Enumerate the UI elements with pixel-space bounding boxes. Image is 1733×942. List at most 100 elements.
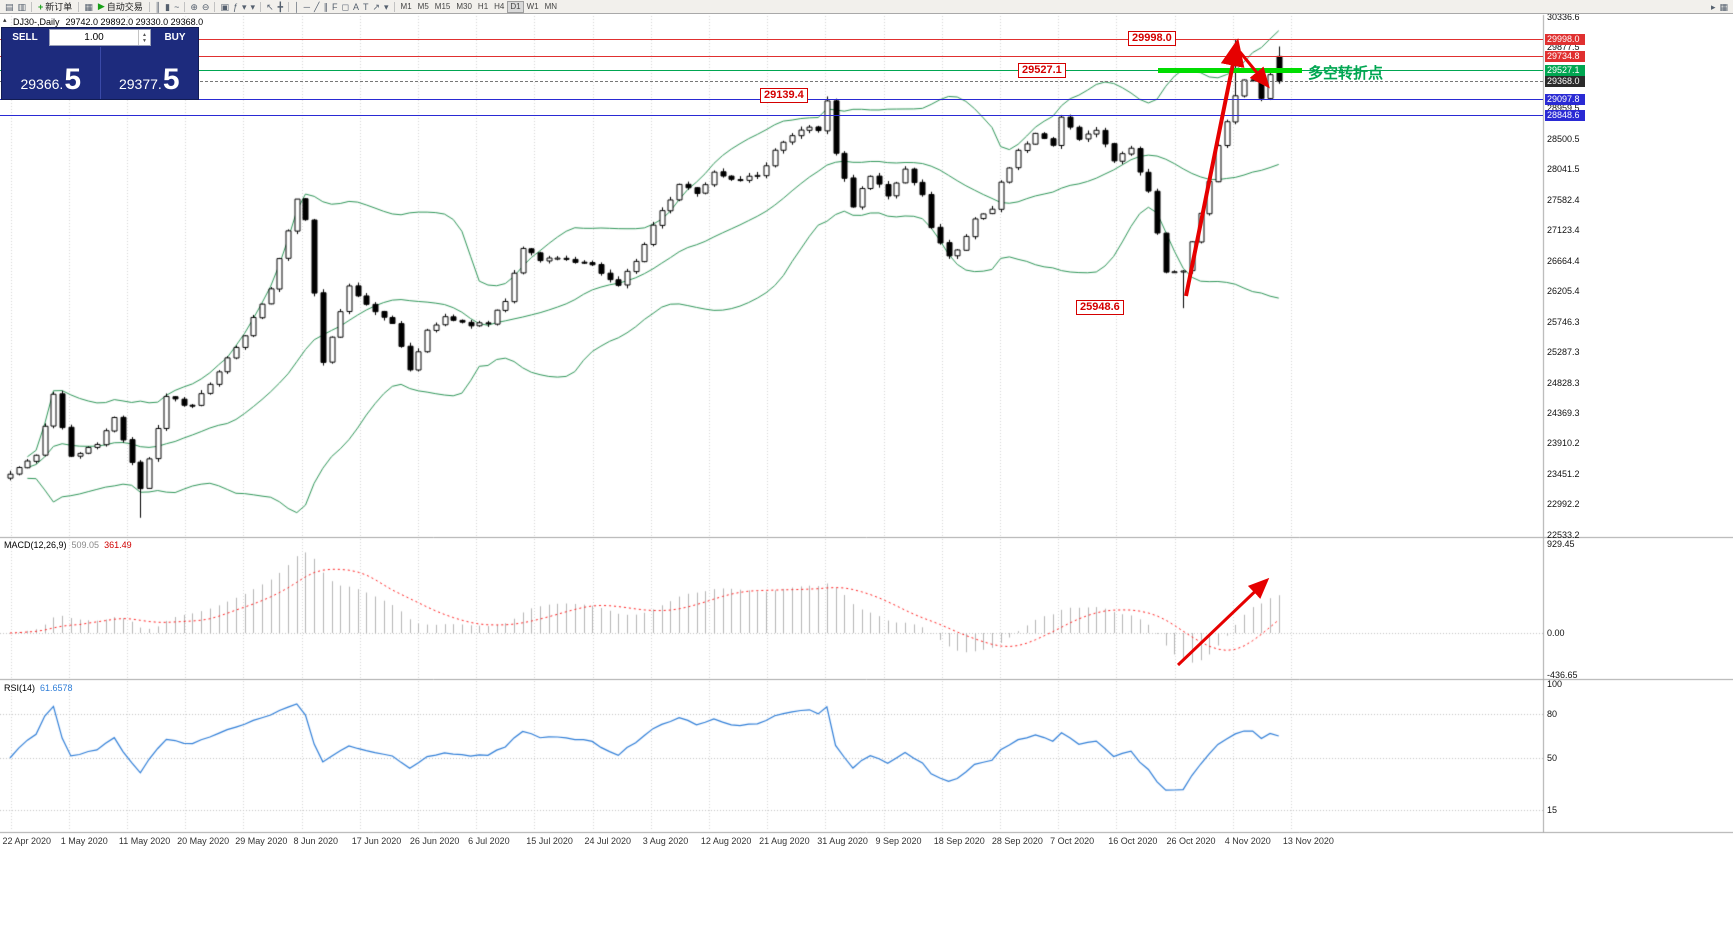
line-chart-icon[interactable]: ~ (174, 1, 180, 12)
price-annotation-label[interactable]: 25948.6 (1076, 300, 1124, 316)
indicators-icon[interactable]: ƒ (232, 1, 238, 12)
text-icon[interactable]: A (352, 1, 359, 12)
timeframe-button-h4[interactable]: H4 (494, 1, 505, 11)
rsi-label: RSI(14) (4, 683, 36, 693)
macd-signal-value: 361.49 (104, 540, 132, 550)
price-axis-label: 22533.2 (1547, 529, 1580, 540)
zoom-out-icon[interactable]: ⊖ (201, 1, 210, 12)
autotrading-button[interactable]: ▶ 自动交易 (95, 0, 146, 13)
new-order-icon: + (38, 1, 44, 12)
turning-point-zone[interactable] (1158, 68, 1302, 74)
lot-spin-up-icon[interactable]: ▲ (142, 31, 147, 38)
date-axis-label: 3 Aug 2020 (642, 836, 689, 846)
buy-price-display[interactable]: 29377. 5 (99, 47, 199, 99)
rsi-value: 61.6578 (40, 683, 73, 693)
vertical-line-icon[interactable]: │ (294, 1, 300, 12)
sell-price-big-digit: 5 (64, 63, 81, 96)
date-axis-label: 26 Oct 2020 (1166, 836, 1216, 846)
lot-spin-down-icon[interactable]: ▼ (142, 37, 147, 44)
sell-price-display[interactable]: 29366. 5 (2, 47, 100, 99)
chart-symbol-header: DJ30-,Daily 29742.0 29892.0 29330.0 29368… (13, 17, 203, 27)
buy-button[interactable]: BUY (164, 32, 186, 43)
price-axis-label: 25287.3 (1547, 347, 1580, 358)
tile-windows-icon[interactable]: ▣ (220, 1, 229, 12)
cursor-icon[interactable]: ↖ (266, 1, 274, 12)
date-axis-label: 31 Aug 2020 (817, 836, 868, 846)
candlestick-chart-icon[interactable]: ▮ (165, 1, 171, 12)
date-axis-label: 9 Sep 2020 (875, 836, 922, 846)
arrows-tool-icon[interactable]: ↗ (372, 1, 381, 12)
rsi-axis-label: 100 (1547, 679, 1563, 689)
price-level-line[interactable] (0, 70, 1543, 72)
new-chart-icon[interactable]: ▤ (5, 1, 14, 12)
chart-shift-icon[interactable]: ▸ (1710, 1, 1716, 12)
timeframe-button-mn[interactable]: MN (544, 1, 558, 11)
timeframes-dropdown-icon[interactable]: ▾ (250, 1, 256, 12)
objects-dropdown-icon[interactable]: ▾ (384, 1, 389, 12)
text-label-icon[interactable]: T (362, 1, 369, 12)
timeframe-button-d1[interactable]: D1 (507, 0, 524, 13)
docking-icon[interactable]: ▦ (1719, 1, 1728, 12)
price-axis-label: 26664.4 (1547, 255, 1580, 266)
equidistant-channel-icon[interactable]: ∥ (323, 1, 328, 12)
buy-price-main: 29377. (118, 76, 162, 92)
trend-arrow (1176, 577, 1270, 667)
price-level-tag: 29998.0 (1545, 33, 1585, 45)
toolbar-separator (260, 1, 262, 12)
autotrading-label: 自动交易 (106, 2, 143, 12)
turning-point-note[interactable]: 多空转折点 (1308, 64, 1384, 82)
shapes-icon[interactable]: ◻ (341, 1, 349, 12)
timeframe-button-m5[interactable]: M5 (417, 1, 429, 11)
zoom-in-icon[interactable]: ⊕ (190, 1, 198, 12)
date-axis-label: 22 Apr 2020 (2, 836, 52, 846)
price-level-line[interactable] (0, 56, 1543, 58)
macd-label: MACD(12,26,9) (4, 540, 67, 550)
date-axis-label: 4 Nov 2020 (1224, 836, 1271, 846)
date-axis-label: 29 May 2020 (235, 836, 288, 846)
price-axis-label: 27123.4 (1547, 225, 1580, 236)
fibonacci-icon[interactable]: F (331, 1, 338, 12)
date-axis-label: 20 May 2020 (177, 836, 230, 846)
toolbar-separator (214, 1, 216, 12)
timeframe-button-m1[interactable]: M1 (400, 1, 412, 11)
date-axis-label: 17 Jun 2020 (351, 836, 402, 846)
profiles-icon[interactable]: ▥ (17, 1, 27, 12)
sell-button[interactable]: SELL (12, 32, 38, 43)
trend-arrow (1184, 38, 1245, 297)
price-annotation-label[interactable]: 29527.1 (1018, 62, 1066, 78)
lot-size-field: ▲▼ (49, 29, 151, 46)
one-click-trading-panel: SELL ▲▼ BUY 29366. 5 29377. 5 (1, 27, 199, 100)
trendline-icon[interactable]: ╱ (314, 1, 320, 12)
indicators-dropdown-icon[interactable]: ▾ (242, 1, 247, 12)
macd-indicator-header: MACD(12,26,9) 509.05 361.49 (4, 540, 132, 550)
chart-windows-icon[interactable]: ▦ (84, 1, 93, 12)
macd-main-value: 509.05 (71, 540, 100, 550)
price-axis-label: 22992.2 (1547, 499, 1580, 510)
lot-size-input[interactable] (50, 30, 138, 45)
timeframe-button-m15[interactable]: M15 (434, 1, 451, 11)
date-axis-label: 15 Jul 2020 (526, 836, 573, 846)
one-click-toggle-icon[interactable]: ▴ (3, 17, 7, 24)
current-price-tag: 29368.0 (1545, 75, 1585, 87)
toolbar-separator (148, 1, 150, 12)
bar-chart-icon[interactable]: ║ (154, 1, 162, 12)
timeframe-button-h1[interactable]: H1 (477, 1, 489, 11)
price-level-line[interactable] (0, 115, 1543, 117)
price-annotation-label[interactable]: 29998.0 (1128, 31, 1176, 47)
price-axis-label: 23451.2 (1547, 468, 1580, 479)
crosshair-icon[interactable]: ╋ (277, 1, 284, 12)
price-level-line[interactable] (0, 38, 1543, 40)
price-annotation-label[interactable]: 29139.4 (760, 88, 808, 104)
new-order-button[interactable]: + 新订单 (35, 0, 75, 13)
symbol-ohlc: 29742.0 29892.0 29330.0 29368.0 (65, 17, 204, 27)
symbol-title: DJ30-,Daily (13, 17, 60, 27)
timeframe-button-w1[interactable]: W1 (526, 1, 539, 11)
horizontal-line-icon[interactable]: ─ (303, 1, 311, 12)
price-axis-label: 24828.3 (1547, 377, 1580, 388)
toolbar-separator (184, 1, 186, 12)
price-axis-label: 27582.4 (1547, 194, 1580, 205)
timeframe-button-m30[interactable]: M30 (456, 1, 472, 11)
price-axis-label: 23910.2 (1547, 438, 1580, 449)
